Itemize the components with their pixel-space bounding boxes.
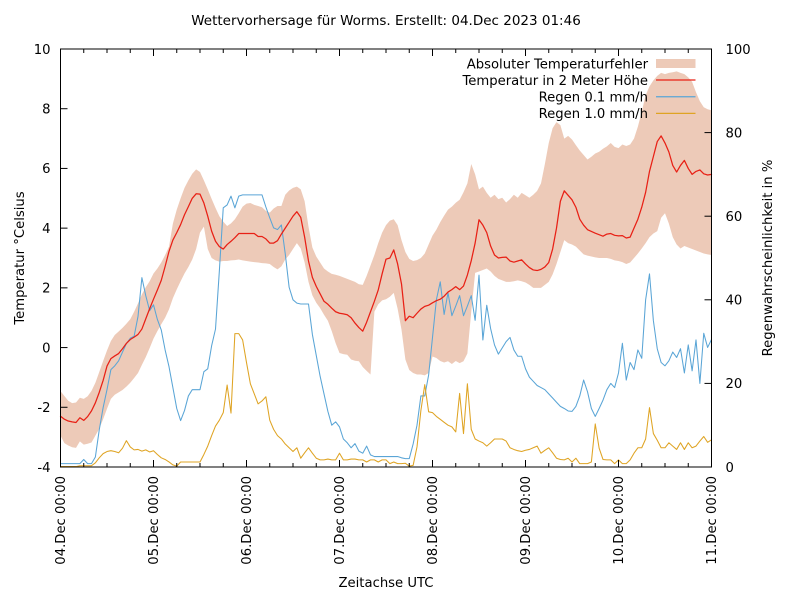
legend-label: Temperatur in 2 Meter Höhe <box>461 74 648 89</box>
y-left-tick-label: -2 <box>37 401 50 416</box>
y-left-tick-label: 8 <box>42 103 50 118</box>
y-left-axis-label: Temperatur °Celsius <box>13 191 28 325</box>
y-left-tick-label: 10 <box>34 43 51 58</box>
y-right-tick-label: 80 <box>726 126 743 141</box>
chart-title: Wettervorhersage für Worms. Erstellt: 04… <box>191 13 581 29</box>
y-left-tick-label: 2 <box>42 282 50 297</box>
y-right-tick-label: 60 <box>726 210 743 225</box>
y-left-tick-label: -4 <box>37 461 50 476</box>
y-right-tick-label: 40 <box>726 294 743 309</box>
rain-probability-10-line <box>59 333 713 468</box>
x-axis-label: Zeitachse UTC <box>339 576 434 591</box>
y-right-tick-label: 0 <box>726 461 734 476</box>
legend: Absoluter Temperaturfehler Temperatur in … <box>461 57 696 122</box>
y-left-tick-label: 0 <box>42 341 50 356</box>
y-right-tick-label: 20 <box>726 377 743 392</box>
legend-label: Regen 0.1 mm/h <box>539 91 648 106</box>
legend-band-swatch <box>656 59 696 68</box>
x-tick-label: 05.Dec 00:00 <box>147 476 162 565</box>
rain-probability-01-line <box>59 194 713 465</box>
y-left-tick-label: 6 <box>42 162 50 177</box>
x-tick-label: 06.Dec 00:00 <box>240 476 255 565</box>
x-tick-label: 07.Dec 00:00 <box>333 476 348 565</box>
legend-label: Regen 1.0 mm/h <box>539 107 648 122</box>
x-tick-label: 09.Dec 00:00 <box>519 476 534 565</box>
temperature-line <box>59 135 713 424</box>
y-right-axis-label: Regenwahrscheinlichkeit in % <box>761 160 776 357</box>
y-left-tick-label: 4 <box>42 222 50 237</box>
x-tick-label: 10.Dec 00:00 <box>612 476 627 565</box>
y-right-tick-label: 100 <box>726 43 751 58</box>
x-tick-label: 11.Dec 00:00 <box>705 476 720 565</box>
legend-label: Absoluter Temperaturfehler <box>467 57 649 72</box>
x-tick-label: 04.Dec 00:00 <box>54 476 69 565</box>
x-tick-label: 08.Dec 00:00 <box>426 476 441 565</box>
